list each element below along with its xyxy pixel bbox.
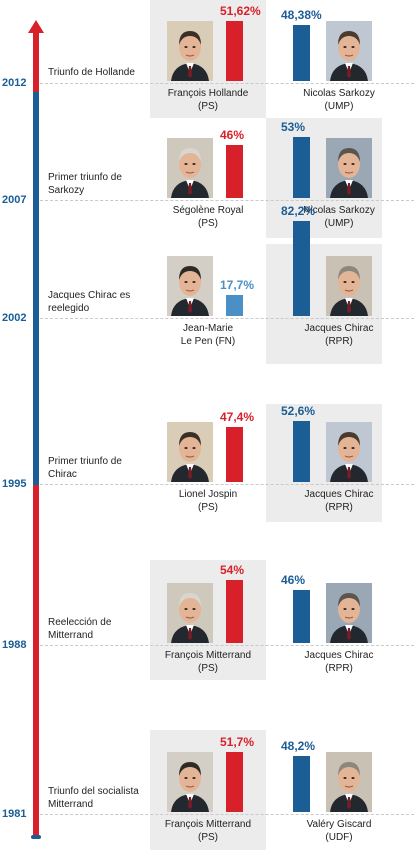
left-candidate-bar [226, 752, 243, 812]
year-label: 2002 [2, 312, 27, 324]
left-candidate-name: Jean-Marie Le Pen (FN) [153, 322, 263, 348]
event-label: Triunfo del socialista Mitterrand [48, 786, 139, 810]
left-candidate-bar [226, 295, 243, 316]
left-candidate-bar [226, 145, 243, 198]
right-candidate-bar [293, 137, 310, 198]
candidate-name-text: Valéry Giscard [306, 819, 372, 830]
left-candidate-bar [226, 427, 243, 482]
candidate-party-text: (UDF) [325, 832, 353, 843]
event-label: Jacques Chirac es reelegido [48, 290, 131, 314]
candidate-name-text: Jacques Chirac [304, 650, 374, 661]
candidate-party-text: (RPR) [325, 336, 353, 347]
candidate-party-text: Le Pen (FN) [180, 336, 236, 347]
candidate-name-text: Jacques Chirac [304, 323, 374, 334]
right-candidate-percentage: 52,6% [281, 404, 316, 418]
right-candidate-bar [293, 756, 310, 812]
year-label: 1988 [2, 639, 27, 651]
candidate-party-text: (RPR) [325, 502, 353, 513]
candidate-party-text: (PS) [198, 218, 218, 229]
left-candidate-name: François Mitterrand (PS) [153, 649, 263, 675]
timeline-arrow-up-icon [28, 20, 44, 33]
candidate-name-text: François Mitterrand [164, 819, 252, 830]
left-candidate-percentage: 47,4% [220, 410, 255, 424]
right-candidate-name: Nicolas Sarkozy (UMP) [284, 204, 394, 230]
right-candidate-percentage: 48,2% [281, 739, 316, 753]
year-label: 1995 [2, 478, 27, 490]
left-candidate-name: François Hollande (PS) [153, 87, 263, 113]
portrait-hollande-icon [167, 21, 213, 81]
row-baseline [40, 200, 414, 201]
left-candidate-percentage: 51,7% [220, 735, 255, 749]
left-candidate-name: Lionel Jospin (PS) [153, 488, 263, 514]
candidate-name-text: François Hollande [167, 88, 249, 99]
row-baseline [40, 484, 414, 485]
left-candidate-bar [226, 21, 243, 81]
row-baseline [40, 814, 414, 815]
left-candidate-name: Ségolène Royal (PS) [153, 204, 263, 230]
portrait-giscard-icon [326, 752, 372, 812]
candidate-party-text: (PS) [198, 101, 218, 112]
row-baseline [40, 645, 414, 646]
portrait-jospin-icon [167, 422, 213, 482]
event-label: Primer triunfo de Chirac [48, 456, 122, 480]
candidate-name-text: François Mitterrand [164, 650, 252, 661]
right-candidate-bar [293, 221, 310, 316]
left-candidate-percentage: 54% [220, 563, 245, 577]
year-label: 1981 [2, 808, 27, 820]
timeline-axis-end-cap [31, 835, 41, 839]
event-label: Triunfo de Hollande [48, 67, 135, 78]
portrait-mitterrand-icon [167, 583, 213, 643]
right-candidate-bar [293, 421, 310, 482]
candidate-name-text: Jean-Marie [182, 323, 234, 334]
right-candidate-percentage: 82,2% [281, 204, 316, 218]
candidate-party-text: (UMP) [324, 101, 354, 112]
left-candidate-percentage: 51,62% [220, 4, 261, 18]
portrait-chirac-icon [326, 256, 372, 316]
candidate-party-text: (RPR) [325, 663, 353, 674]
portrait-royal-icon [167, 138, 213, 198]
candidate-name-text: Jacques Chirac [304, 489, 374, 500]
right-candidate-percentage: 46% [281, 573, 306, 587]
row-baseline [40, 318, 414, 319]
left-candidate-percentage: 17,7% [220, 278, 255, 292]
left-candidate-name: François Mitterrand (PS) [153, 818, 263, 844]
right-candidate-name: Valéry Giscard (UDF) [284, 818, 394, 844]
event-label: Reelección de Mitterrand [48, 617, 112, 641]
portrait-sarkozy-icon [326, 138, 372, 198]
candidate-party-text: (PS) [198, 663, 218, 674]
left-candidate-percentage: 46% [220, 128, 245, 142]
right-candidate-percentage: 48,38% [281, 8, 322, 22]
row-baseline [40, 83, 414, 84]
candidate-party-text: (PS) [198, 502, 218, 513]
right-candidate-name: Jacques Chirac (RPR) [284, 322, 394, 348]
timeline-axis-red-segment [33, 30, 39, 836]
candidate-party-text: (UMP) [324, 218, 354, 229]
right-candidate-percentage: 53% [281, 120, 306, 134]
portrait-chirac-icon [326, 422, 372, 482]
right-candidate-name: Nicolas Sarkozy (UMP) [284, 87, 394, 113]
candidate-name-text: Nicolas Sarkozy [303, 88, 375, 99]
right-candidate-name: Jacques Chirac (RPR) [284, 488, 394, 514]
candidate-name-text: Lionel Jospin [178, 489, 238, 500]
year-label: 2012 [2, 77, 27, 89]
candidate-name-text: Nicolas Sarkozy [303, 205, 375, 216]
year-label: 2007 [2, 194, 27, 206]
portrait-lepen-icon [167, 256, 213, 316]
portrait-chirac-icon [326, 583, 372, 643]
candidate-party-text: (PS) [198, 832, 218, 843]
portrait-sarkozy-icon [326, 21, 372, 81]
event-label: Primer triunfo de Sarkozy [48, 172, 122, 196]
right-candidate-bar [293, 25, 310, 81]
right-candidate-bar [293, 590, 310, 643]
portrait-mitterrand-icon [167, 752, 213, 812]
left-candidate-bar [226, 580, 243, 643]
candidate-name-text: Ségolène Royal [172, 205, 244, 216]
right-candidate-name: Jacques Chirac (RPR) [284, 649, 394, 675]
